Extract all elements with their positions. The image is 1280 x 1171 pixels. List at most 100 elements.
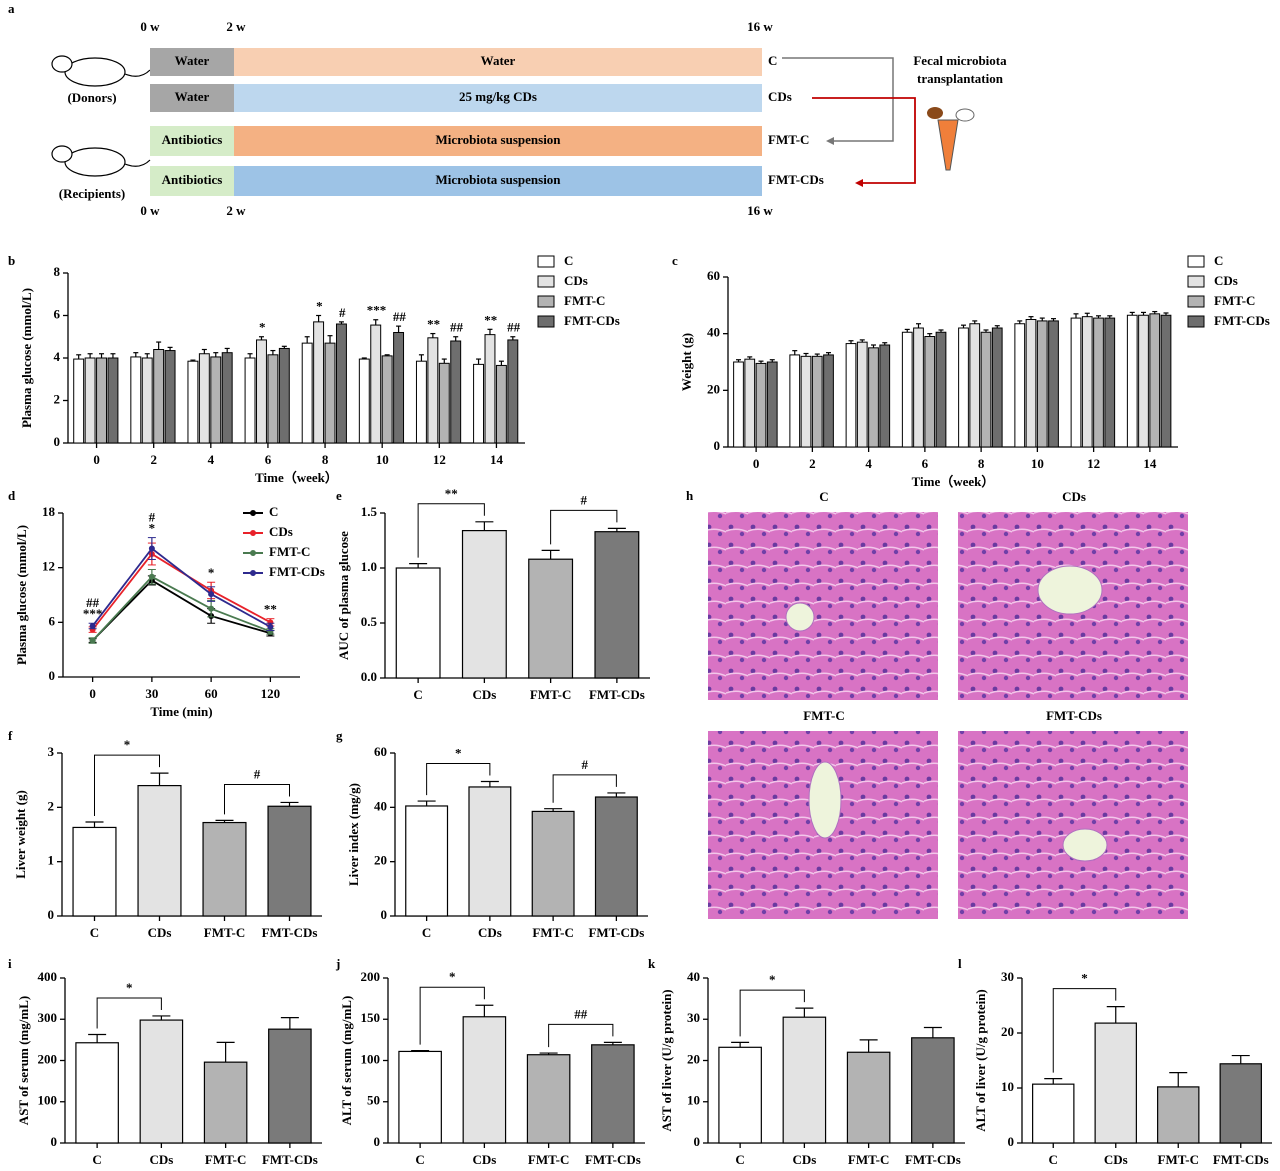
- image-label: FMT-CDs: [1046, 708, 1102, 723]
- panel-letter: e: [336, 488, 342, 503]
- significance: *: [126, 980, 133, 995]
- significance: *: [449, 969, 456, 984]
- lumen: [1037, 565, 1103, 615]
- bar: [153, 349, 165, 444]
- bar: [398, 1050, 442, 1144]
- y-tick-label: 0: [374, 1134, 381, 1149]
- bar: [278, 347, 290, 444]
- x-tick-label: FMT-CDs: [588, 925, 644, 940]
- panel-letter: f: [8, 728, 13, 743]
- y-tick-label: 4: [54, 349, 61, 364]
- bar: [1219, 1063, 1262, 1144]
- bar: [484, 334, 496, 444]
- x-tick-label: 14: [490, 452, 504, 467]
- bar: [267, 805, 312, 917]
- lumen: [785, 602, 815, 632]
- x-tick-label: CDs: [792, 1152, 816, 1167]
- x-tick-label: 6: [265, 452, 272, 467]
- legend-marker: [250, 530, 256, 536]
- x-tick-label: 2: [150, 452, 157, 467]
- bar: [427, 337, 439, 444]
- y-axis-label: Liver index (mg/g): [346, 783, 361, 886]
- bar: [313, 321, 325, 444]
- significance: #: [339, 305, 346, 320]
- x-tick-label: 0: [93, 452, 100, 467]
- arrowhead: [826, 137, 834, 145]
- bar: [473, 363, 485, 444]
- bar: [137, 784, 182, 917]
- significance: *: [208, 565, 215, 580]
- lumen: [1062, 828, 1108, 862]
- group-label: CDs: [768, 89, 792, 104]
- bar: [1025, 319, 1037, 448]
- bar: [1032, 1083, 1075, 1144]
- bar: [845, 343, 857, 448]
- bar: [381, 355, 393, 444]
- main-label: Microbiota suspension: [435, 132, 561, 147]
- time-label: 0 w: [140, 203, 160, 218]
- bar: [1126, 314, 1138, 448]
- bar: [244, 357, 256, 444]
- recipients-label: (Recipients): [59, 186, 125, 201]
- x-tick-label: 8: [322, 452, 329, 467]
- y-tick-label: 2: [54, 391, 61, 406]
- bar: [528, 558, 574, 679]
- y-tick-label: 0: [694, 1134, 701, 1149]
- x-tick-label: C: [735, 1152, 744, 1167]
- bar: [924, 336, 936, 448]
- bar: [935, 331, 947, 448]
- x-tick-label: 120: [261, 686, 281, 701]
- bar: [594, 796, 638, 917]
- bar: [210, 356, 222, 444]
- significance: ##: [450, 320, 464, 335]
- y-tick-label: 10: [1001, 1079, 1014, 1094]
- bar: [495, 364, 507, 444]
- x-axis-label: Time（week）: [255, 470, 338, 485]
- image-label: CDs: [1062, 489, 1086, 504]
- legend-swatch: [1187, 255, 1205, 268]
- x-tick-label: 10: [376, 452, 389, 467]
- legend-swatch: [537, 255, 555, 268]
- bar: [591, 1044, 635, 1144]
- bar: [782, 1016, 827, 1144]
- comparison-bracket: [417, 503, 485, 558]
- significance: **: [264, 602, 277, 617]
- time-label: 2 w: [226, 203, 246, 218]
- image-label: FMT-C: [803, 708, 844, 723]
- y-tick-label: 50: [367, 1093, 380, 1108]
- significance: **: [484, 312, 497, 327]
- bar: [130, 356, 142, 444]
- panel-letter: j: [335, 956, 340, 971]
- bar: [911, 1037, 955, 1144]
- y-tick-label: 40: [374, 798, 387, 813]
- donors-label: (Donors): [67, 90, 116, 105]
- legend-label: CDs: [564, 273, 588, 288]
- pre-bar: [150, 166, 234, 196]
- y-axis-label: AST of serum (mg/mL): [16, 996, 31, 1125]
- x-tick-label: 4: [208, 452, 215, 467]
- legend-label: FMT-C: [1214, 293, 1255, 308]
- bar: [1138, 314, 1149, 448]
- bar: [1157, 1086, 1200, 1144]
- comparison-bracket: [224, 783, 290, 815]
- comparison-bracket: [94, 754, 160, 817]
- bar: [733, 361, 744, 448]
- legend-label: C: [564, 253, 573, 268]
- line: [91, 575, 271, 642]
- point: [208, 605, 215, 612]
- bar: [415, 360, 427, 444]
- x-tick-label: 12: [1087, 456, 1100, 471]
- bar: [1081, 316, 1093, 448]
- y-axis-label: Plasma glucose (mmol/L): [14, 525, 29, 665]
- bar: [221, 352, 233, 444]
- significance: ##: [574, 1006, 588, 1021]
- y-tick-label: 1.0: [361, 559, 377, 574]
- bar: [531, 810, 575, 917]
- significance: ##: [507, 320, 521, 335]
- y-tick-label: 30: [687, 1010, 700, 1025]
- bar: [267, 354, 279, 444]
- x-tick-label: C: [422, 925, 431, 940]
- bar: [594, 531, 640, 679]
- y-tick-label: 6: [54, 306, 61, 321]
- bar: [393, 332, 405, 444]
